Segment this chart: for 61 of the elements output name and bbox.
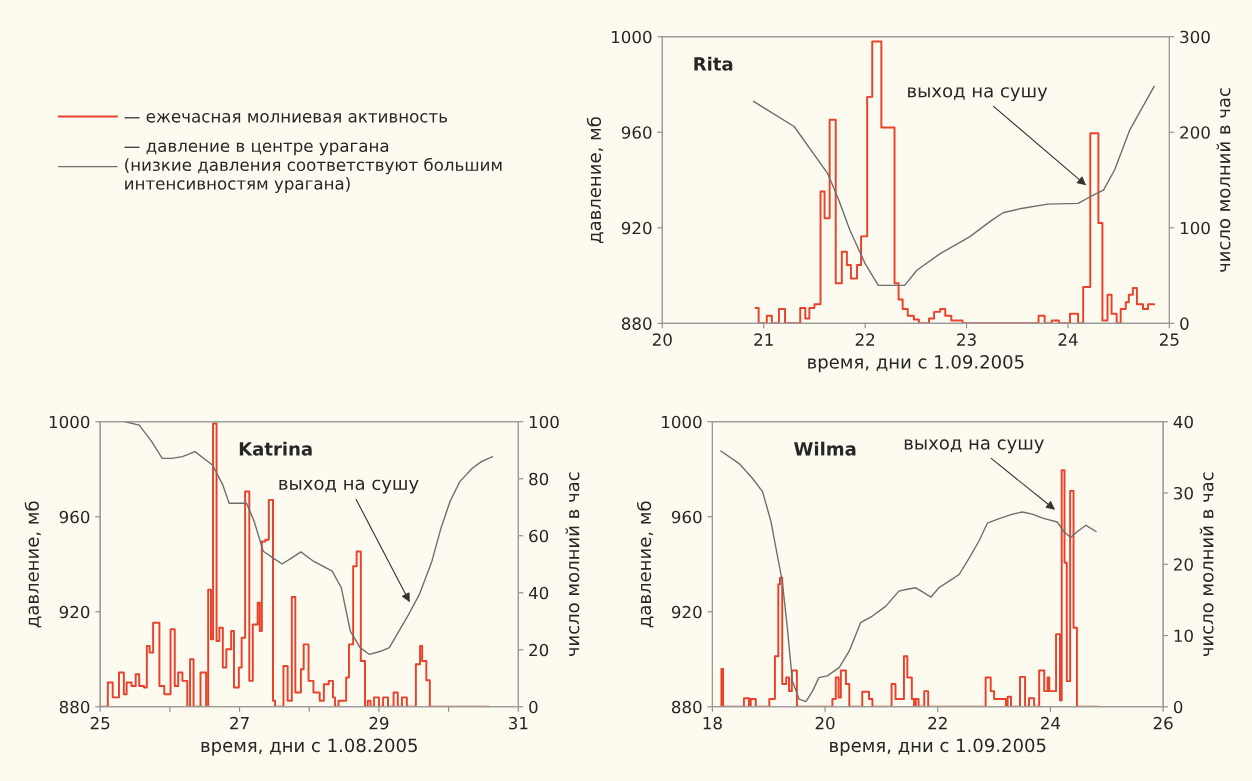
y-axis-title: давление, мб (586, 117, 604, 243)
y-axis-title: давление, мб (636, 501, 654, 628)
x-axis-title: время, дни с 1.08.2005 (201, 738, 417, 756)
y-tick-label: 960 (59, 510, 90, 524)
y2-tick-label: 10 (1174, 629, 1193, 643)
x-tick-label: 23 (957, 333, 976, 346)
y2-tick-label: 100 (1180, 221, 1210, 235)
y2-axis-title: число молний в час (1216, 88, 1231, 272)
y-tick-label: 960 (671, 510, 702, 524)
annotation: выход на сушу (904, 439, 1044, 454)
x-axis-title: время, дни с 1.09.2005 (808, 355, 1024, 373)
y-tick-label: 880 (671, 700, 702, 714)
annotation: выход на сушу (908, 87, 1048, 102)
y-tick-label: 880 (59, 700, 90, 714)
line-series (752, 85, 1155, 287)
x-tick-label: 20 (815, 716, 835, 730)
y-tick-label: 1000 (612, 30, 652, 44)
y2-tick-label: 100 (529, 415, 559, 429)
y2-tick-label: 40 (528, 586, 549, 600)
y-tick-label: 880 (621, 317, 652, 330)
y2-tick-label: 0 (529, 700, 538, 714)
x-tick-label: 25 (1159, 333, 1179, 346)
y2-tick-label: 80 (529, 472, 549, 486)
text: Wilma (794, 441, 856, 456)
legend-label: — ежечасная молниевая активность (124, 113, 448, 123)
y2-axis-title: число молний в час (1199, 472, 1214, 656)
y2-tick-label: 20 (529, 643, 549, 657)
x-tick-label: 26 (1153, 716, 1173, 730)
y2-tick-label: 0 (1180, 317, 1189, 330)
line-series (124, 421, 494, 656)
y-tick-label: 960 (621, 126, 652, 139)
y2-tick-label: 20 (1174, 558, 1193, 571)
y2-tick-label: 0 (1173, 700, 1183, 714)
y-tick-label: 920 (621, 221, 652, 235)
x-tick-label: 24 (1041, 716, 1061, 730)
x-tick-label: 22 (928, 716, 947, 730)
x-tick-label: 24 (1058, 333, 1078, 346)
y2-tick-label: 300 (1180, 30, 1210, 44)
y-axis-title: давление, мб (24, 501, 42, 628)
y2-tick-label: 60 (529, 529, 549, 543)
x-tick-label: 29 (369, 716, 389, 730)
y2-axis-title: число молний в час (565, 472, 580, 656)
text: Katrina (239, 441, 312, 456)
x-tick-label: 18 (703, 716, 722, 730)
y2-tick-label: 30 (1174, 486, 1193, 500)
x-tick-label: 20 (652, 333, 672, 346)
x-tick-label: 25 (90, 716, 110, 730)
x-axis-title: время, дни с 1.09.2005 (830, 738, 1046, 756)
y-tick-label: 920 (59, 605, 90, 619)
y2-tick-label: 200 (1180, 126, 1210, 139)
legend-label: — давление в центре урагана (низкие давления соответствуют большим интенсивностям урагана) (124, 142, 502, 193)
x-tick-label: 27 (230, 716, 249, 730)
y-tick-label: 920 (671, 605, 702, 619)
annotation: выход на сушу (279, 479, 419, 494)
text: Rita (694, 56, 733, 71)
x-tick-label: 21 (754, 333, 773, 346)
y-tick-label: 1000 (49, 415, 90, 429)
x-tick-label: 31 (508, 716, 528, 730)
x-tick-label: 22 (855, 333, 875, 346)
y-tick-label: 1000 (662, 415, 702, 429)
y2-tick-label: 40 (1173, 415, 1193, 429)
